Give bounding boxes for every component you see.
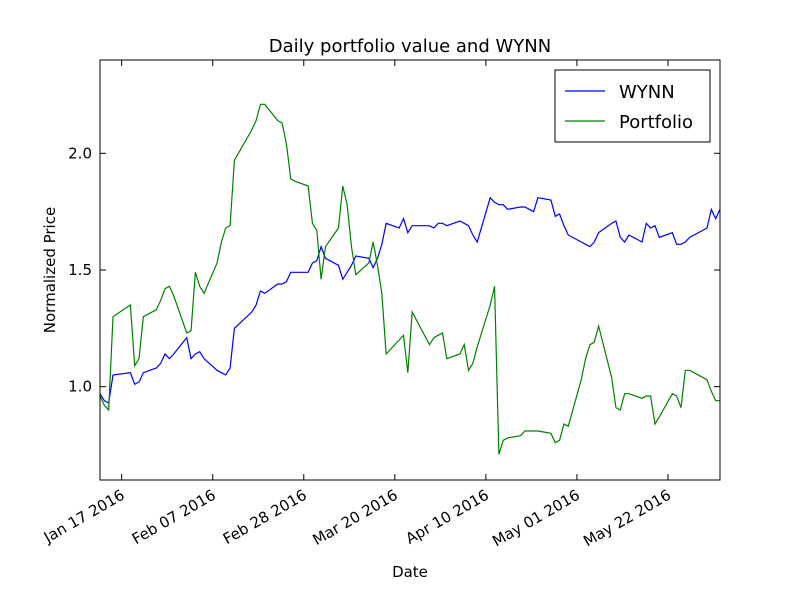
legend: WYNN Portfolio bbox=[554, 69, 711, 143]
y-axis-label: Normalized Price bbox=[41, 207, 59, 333]
chart-title: Daily portfolio value and WYNN bbox=[269, 36, 551, 57]
plot-frame bbox=[99, 59, 721, 481]
legend-label: WYNN bbox=[619, 82, 675, 103]
series-line bbox=[99, 196, 721, 404]
x-axis-label: Date bbox=[392, 563, 428, 581]
y-tick-label: 1.0 bbox=[68, 378, 92, 396]
legend-label: Portfolio bbox=[619, 112, 693, 133]
y-tick-label: 2.0 bbox=[68, 144, 92, 162]
legend-box bbox=[554, 69, 711, 143]
y-tick-label: 1.5 bbox=[68, 261, 92, 279]
series-line bbox=[99, 103, 720, 455]
